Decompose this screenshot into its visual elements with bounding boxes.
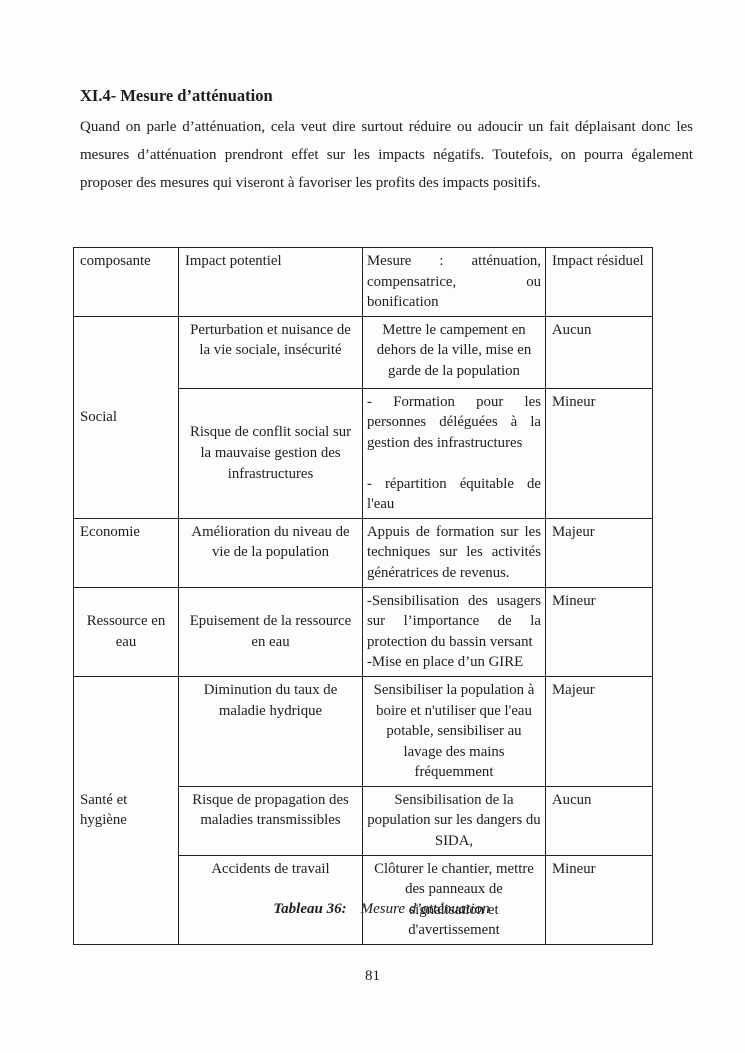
intro-paragraph: Quand on parle d’atténuation, cela veut …	[80, 119, 693, 192]
column-header-composante: composante	[73, 247, 179, 317]
caption-text: Mesure d’atténuation	[360, 901, 490, 917]
caption-label: Tableau 36:	[273, 901, 347, 917]
mesure-paragraph: Sensibiliser la population à boire et n'…	[373, 681, 535, 781]
cell-impact-residuel: Majeur	[545, 675, 653, 787]
mesure-paragraph: -Mise en place d’un GIRE	[367, 654, 524, 671]
cell-impact-residuel: Mineur	[545, 586, 653, 677]
cell-mesure: Clôturer le chantier, mettre des panneau…	[362, 854, 546, 946]
cell-impact-residuel: Mineur	[545, 854, 653, 946]
cell-composante-ressource-en-eau: Ressource en eau	[73, 586, 179, 677]
cell-mesure: Mettre le campement en dehors de la vill…	[362, 315, 546, 389]
mesure-paragraph: Appuis de formation sur les techniques s…	[367, 523, 541, 581]
column-header-impact-residuel: Impact résiduel	[545, 247, 653, 317]
mesure-paragraph: -Sensibilisation des usagers sur l’impor…	[367, 592, 541, 650]
table-row-sante-2: Risque de propagation des maladies trans…	[74, 785, 653, 856]
cell-impact: Epuisement de la ressource en eau	[178, 586, 363, 677]
cell-mesure: - Formation pour les personnes déléguées…	[362, 387, 546, 519]
table-caption: Tableau 36: Mesure d’atténuation	[0, 901, 745, 918]
cell-impact-residuel: Mineur	[545, 387, 653, 519]
cell-impact-residuel: Majeur	[545, 517, 653, 588]
page-number: 81	[365, 968, 380, 984]
table-row-ressource-eau: Ressource en eau Epuisement de la ressou…	[73, 586, 653, 677]
cell-mesure: Sensibiliser la population à boire et n'…	[362, 675, 546, 787]
cell-impact-residuel: Aucun	[545, 315, 653, 389]
table-row-social-2: Risque de conflit social sur la mauvaise…	[74, 387, 653, 519]
cell-composante-social: Social	[73, 315, 179, 519]
column-header-mesure: Mesure : atténuation, compensatrice, ou …	[362, 247, 546, 317]
table-header-row: composante Impact potentiel Mesure : att…	[73, 247, 653, 317]
cell-mesure: -Sensibilisation des usagers sur l’impor…	[362, 586, 546, 677]
table-row-sante-1: Santé et hygiène Diminution du taux de m…	[73, 675, 653, 946]
mesure-paragraph: - Formation pour les personnes déléguées…	[367, 393, 541, 451]
mesure-paragraph: Mettre le campement en dehors de la vill…	[376, 321, 532, 379]
cell-impact: Risque de propagation des maladies trans…	[178, 785, 363, 856]
mesure-paragraph: Clôturer le chantier, mettre des panneau…	[374, 860, 534, 939]
mesure-paragraph: Sensibilisation de la population sur les…	[367, 791, 541, 850]
table-row-economie: Economie Amélioration du niveau de vie d…	[73, 517, 653, 588]
cell-impact: Accidents de travail	[178, 854, 363, 946]
cell-composante-economie: Economie	[73, 517, 179, 588]
cell-impact: Risque de conflit social sur la mauvaise…	[178, 387, 363, 519]
mitigation-table: composante Impact potentiel Mesure : att…	[73, 247, 653, 946]
column-header-impact-potentiel: Impact potentiel	[178, 247, 363, 317]
cell-mesure: Appuis de formation sur les techniques s…	[362, 517, 546, 588]
cell-mesure: Sensibilisation de la population sur les…	[362, 785, 546, 856]
cell-impact: Amélioration du niveau de vie de la popu…	[178, 517, 363, 588]
cell-composante-sante-hygiene: Santé et hygiène	[73, 675, 179, 946]
section-heading: XI.4- Mesure d’atténuation	[80, 86, 273, 105]
table-row-social-1: Social Perturbation et nuisance de la vi…	[73, 315, 653, 519]
table-row-sante-3: Accidents de travail Clôturer le chantie…	[74, 854, 653, 946]
mesure-paragraph: - répartition équitable de l'eau	[367, 475, 541, 513]
cell-impact-residuel: Aucun	[545, 785, 653, 856]
cell-impact: Perturbation et nuisance de la vie socia…	[178, 315, 363, 389]
cell-impact: Diminution du taux de maladie hydrique	[178, 675, 363, 787]
